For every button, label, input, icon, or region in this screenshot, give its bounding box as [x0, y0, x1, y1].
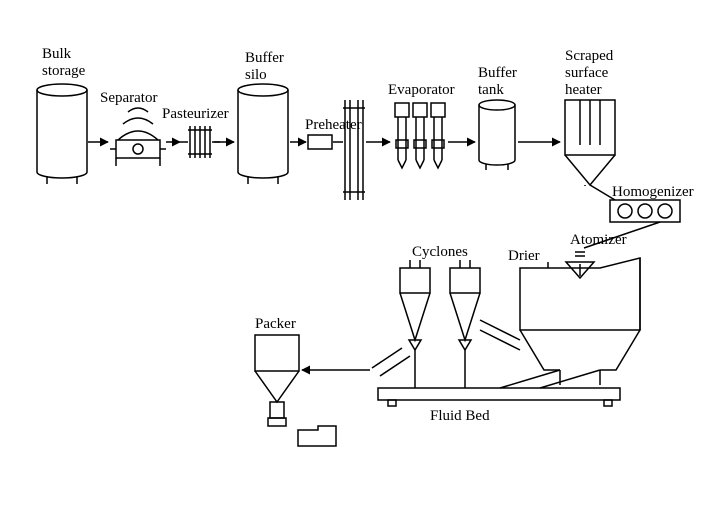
- label-packer: Packer: [255, 316, 296, 332]
- scraped-surface-heater-icon: [565, 100, 615, 186]
- label-scraped-3: heater: [565, 82, 602, 98]
- process-flow-diagram: Bulk storage Separator Pasteurizer Buffe…: [0, 0, 716, 507]
- label-buffer-tank-2: tank: [478, 82, 504, 98]
- buffer-tank-icon: [479, 100, 515, 170]
- atomizer-icon: [566, 252, 594, 278]
- packer-icon: [255, 335, 336, 446]
- label-evaporator: Evaporator: [388, 82, 455, 98]
- label-preheater: Preheater: [305, 117, 362, 133]
- preheater-icon: [308, 100, 365, 200]
- evaporator-icon: [395, 103, 445, 168]
- label-bulk-storage-1: Bulk: [42, 46, 72, 62]
- separator-icon: [110, 108, 166, 166]
- flow-arrows: [88, 142, 660, 370]
- bulk-storage-icon: [37, 84, 87, 184]
- label-scraped-2: surface: [565, 65, 609, 81]
- label-bulk-storage-2: storage: [42, 63, 86, 79]
- cyclones-icon: [400, 260, 480, 350]
- label-fluid-bed: Fluid Bed: [430, 408, 490, 424]
- label-drier: Drier: [508, 248, 540, 264]
- label-cyclones: Cyclones: [412, 244, 468, 260]
- buffer-silo-icon: [238, 84, 288, 184]
- fluid-bed-icon: [372, 320, 620, 406]
- label-homogenizer: Homogenizer: [612, 184, 694, 200]
- label-atomizer: Atomizer: [570, 232, 627, 248]
- label-pasteurizer: Pasteurizer: [162, 106, 229, 122]
- label-scraped-1: Scraped: [565, 48, 614, 64]
- label-buffer-silo-2: silo: [245, 67, 267, 83]
- label-separator: Separator: [100, 90, 157, 106]
- homogenizer-icon: [610, 200, 680, 222]
- label-buffer-silo-1: Buffer: [245, 50, 284, 66]
- label-buffer-tank-1: Buffer: [478, 65, 517, 81]
